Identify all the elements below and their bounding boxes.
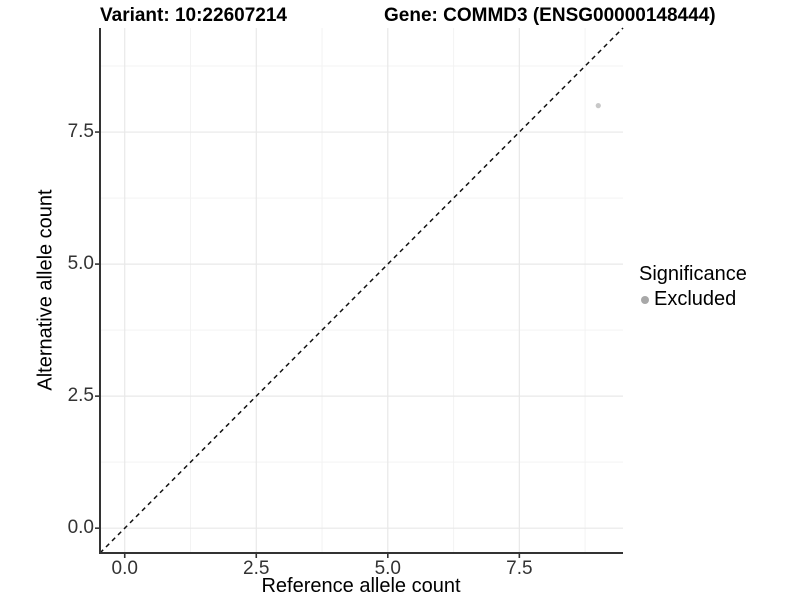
legend-item: Excluded — [639, 288, 747, 311]
title-gene: Gene: COMMD3 (ENSG00000148444) — [384, 5, 716, 26]
x-axis-title: Reference allele count — [261, 575, 461, 597]
x-tick-label: 2.5 — [243, 558, 270, 579]
y-tick-label: 7.5 — [67, 121, 94, 143]
y-axis-title: Alternative allele count — [34, 189, 57, 391]
legend-items: Excluded — [639, 288, 747, 311]
identity-dashed-line — [99, 27, 624, 554]
x-tick-label: 0.0 — [111, 558, 138, 579]
x-tick-label: 5.0 — [374, 558, 402, 579]
legend-item-label: Excluded — [654, 288, 737, 310]
data-point — [595, 103, 601, 109]
legend: Significance Excluded — [639, 263, 747, 311]
y-tick-label: 5.0 — [67, 253, 94, 275]
y-tick-label: 2.5 — [67, 385, 94, 407]
y-tick-label: 0.0 — [67, 517, 94, 539]
title-variant: Variant: 10:22607214 — [100, 5, 287, 26]
legend-point-icon — [641, 295, 649, 304]
legend-title: Significance — [639, 263, 747, 285]
x-tick-label: 7.5 — [506, 558, 533, 579]
